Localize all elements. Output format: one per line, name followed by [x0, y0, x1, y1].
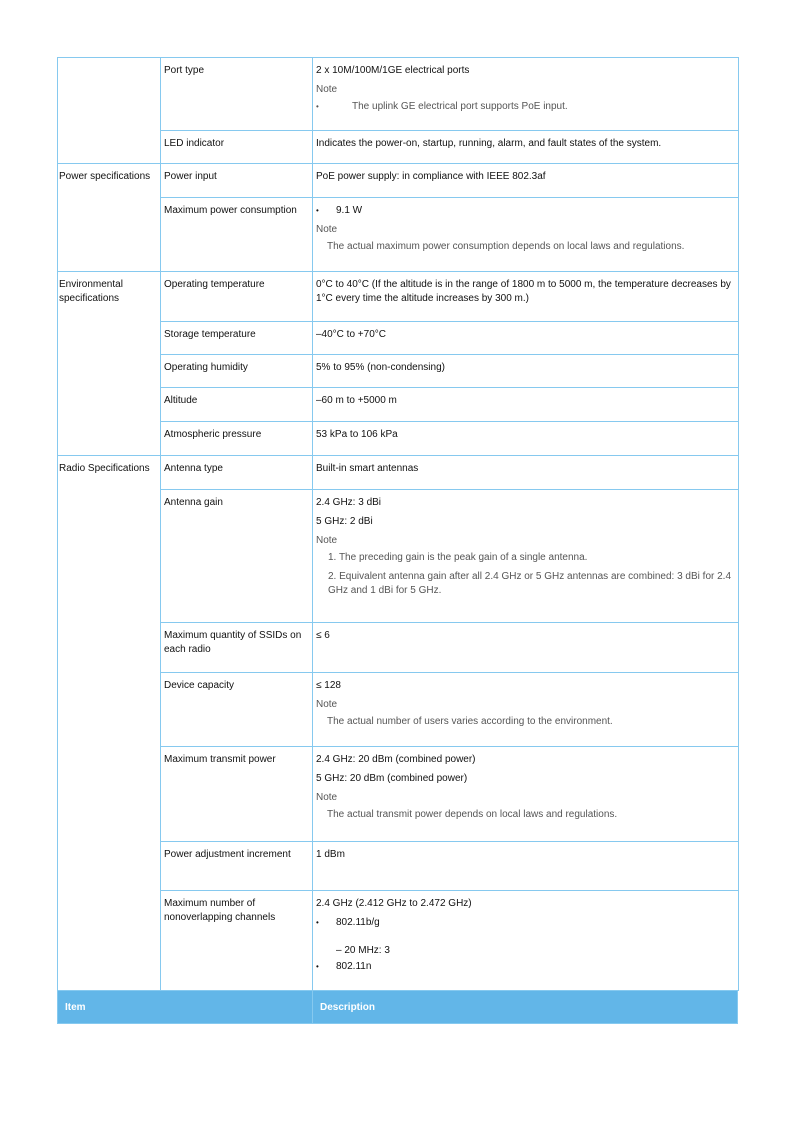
table-row: Maximum transmit power 2.4 GHz: 20 dBm (… [58, 746, 739, 842]
group-label: Radio Specifications [57, 455, 161, 991]
table-row: Maximum number of nonoverlapping channel… [58, 890, 739, 991]
group-label: Power specifications [57, 163, 161, 272]
table-row: Atmospheric pressure 53 kPa to 106 kPa [58, 421, 739, 456]
table-row: LED indicator Indicates the power-on, sta… [58, 130, 739, 164]
table-row: Power adjustment increment 1 dBm [58, 841, 739, 891]
table-row: Operating humidity 5% to 95% (non-condens… [58, 354, 739, 388]
group-label: Environmental specifications [57, 271, 161, 456]
header-item: Item [58, 991, 313, 1023]
table-row: Antenna gain 2.4 GHz: 3 dBi 5 GHz: 2 dBi N… [58, 489, 739, 623]
table-row: Device capacity ≤ 128 Note The actual numb… [58, 672, 739, 747]
header-description: Description [320, 1001, 376, 1013]
table-row: Environmental specifications Operating t… [57, 271, 739, 456]
spec-table: Port type 2 x 10M/100M/1GE electrical po… [57, 57, 739, 991]
table-header-row: Item Description [57, 990, 738, 1024]
table-row: Storage temperature –40°C to +70°C [58, 321, 739, 355]
table-row: Port type 2 x 10M/100M/1GE electrical po… [57, 57, 739, 164]
row-label: Port type [160, 57, 313, 131]
table-row: Altitude –60 m to +5000 m [58, 387, 739, 422]
row-value: 2 x 10M/100M/1GE electrical portsNoteThe… [312, 57, 739, 131]
table-row: Power specifications Power input PoE powe… [57, 163, 739, 272]
table-row: Maximum quantity of SSIDs on each radio ≤… [58, 622, 739, 673]
table-row: Radio Specifications Antenna type Built-i… [57, 455, 739, 991]
